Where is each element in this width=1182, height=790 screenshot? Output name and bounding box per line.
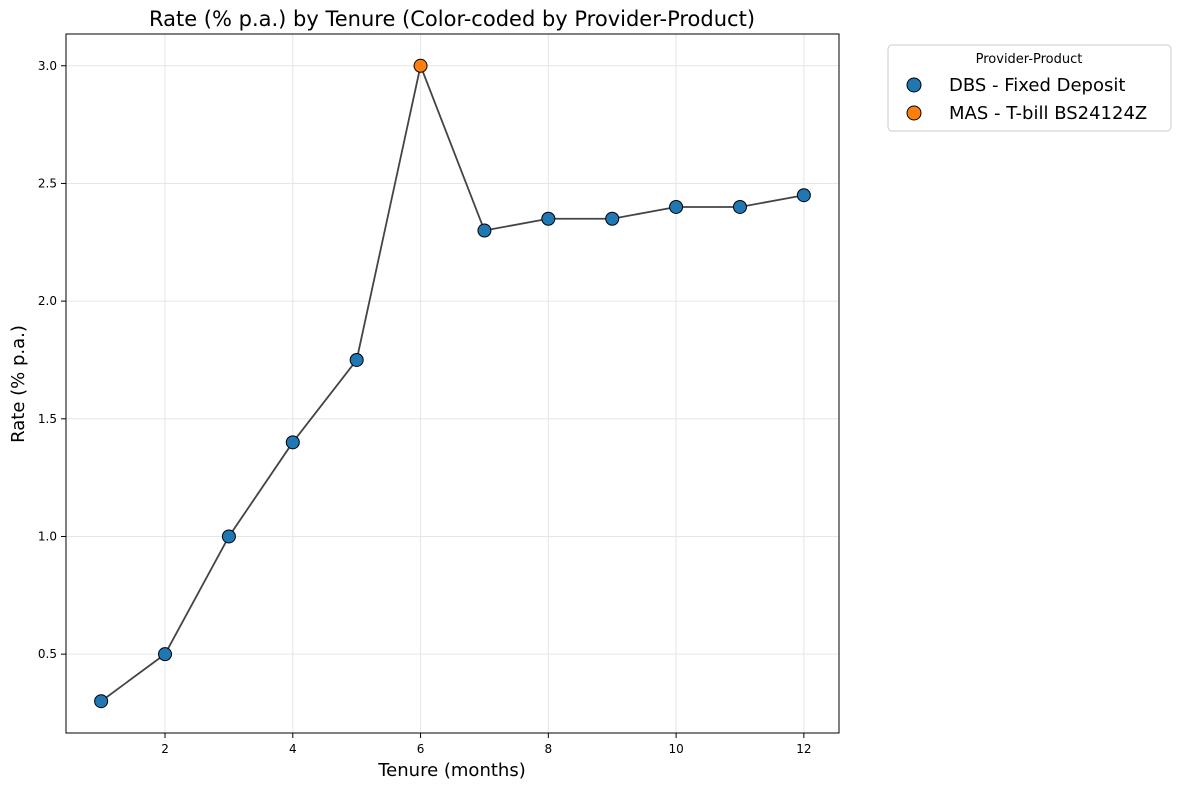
y-tick-label: 3.0 <box>38 59 57 73</box>
y-axis-label: Rate (% p.a.) <box>8 325 29 443</box>
data-point <box>477 223 492 238</box>
data-point <box>221 529 236 544</box>
data-point <box>796 188 811 203</box>
y-tick-label: 2.5 <box>38 176 57 190</box>
x-tick-label: 12 <box>796 742 811 756</box>
legend-entries: DBS - Fixed Deposit MAS - T-bill BS24124Z <box>906 75 1147 124</box>
legend-entry-label: MAS - T-bill BS24124Z <box>949 103 1147 124</box>
grid <box>66 34 839 733</box>
x-tick-label: 4 <box>289 742 297 756</box>
legend-entry-label: DBS - Fixed Deposit <box>949 75 1125 96</box>
x-tick-label: 6 <box>417 742 425 756</box>
y-tick-label: 2.0 <box>38 294 57 308</box>
legend-marker <box>906 77 922 93</box>
legend-marker <box>906 105 922 121</box>
chart-title: Rate (% p.a.) by Tenure (Color-coded by … <box>149 7 755 31</box>
legend-title: Provider-Product <box>976 52 1083 67</box>
connecting-line <box>100 62 805 702</box>
legend: Provider-Product DBS - Fixed Deposit MAS … <box>887 44 1172 132</box>
x-axis-label: Tenure (months) <box>377 760 525 781</box>
y-tick-label: 1.5 <box>38 412 57 426</box>
points-layer <box>94 58 811 709</box>
data-point <box>285 435 300 450</box>
x-tick-label: 10 <box>668 742 683 756</box>
x-tick-label: 2 <box>161 742 169 756</box>
data-point <box>349 352 364 367</box>
data-point <box>94 694 109 709</box>
data-point <box>541 211 556 226</box>
legend-box <box>887 44 1172 132</box>
connecting-line-layer <box>100 62 805 702</box>
y-tick-label: 0.5 <box>38 647 57 661</box>
data-point <box>158 647 173 662</box>
x-axis-ticks: 2 4 6 8 10 12 <box>161 733 812 756</box>
y-tick-label: 1.0 <box>38 529 57 543</box>
data-point <box>669 199 684 214</box>
data-point <box>732 199 747 214</box>
data-point <box>413 58 428 73</box>
plot-frame <box>65 33 840 734</box>
data-point <box>605 211 620 226</box>
y-axis-ticks: 0.5 1.0 1.5 2.0 2.5 3.0 <box>38 59 66 661</box>
x-tick-label: 8 <box>545 742 553 756</box>
